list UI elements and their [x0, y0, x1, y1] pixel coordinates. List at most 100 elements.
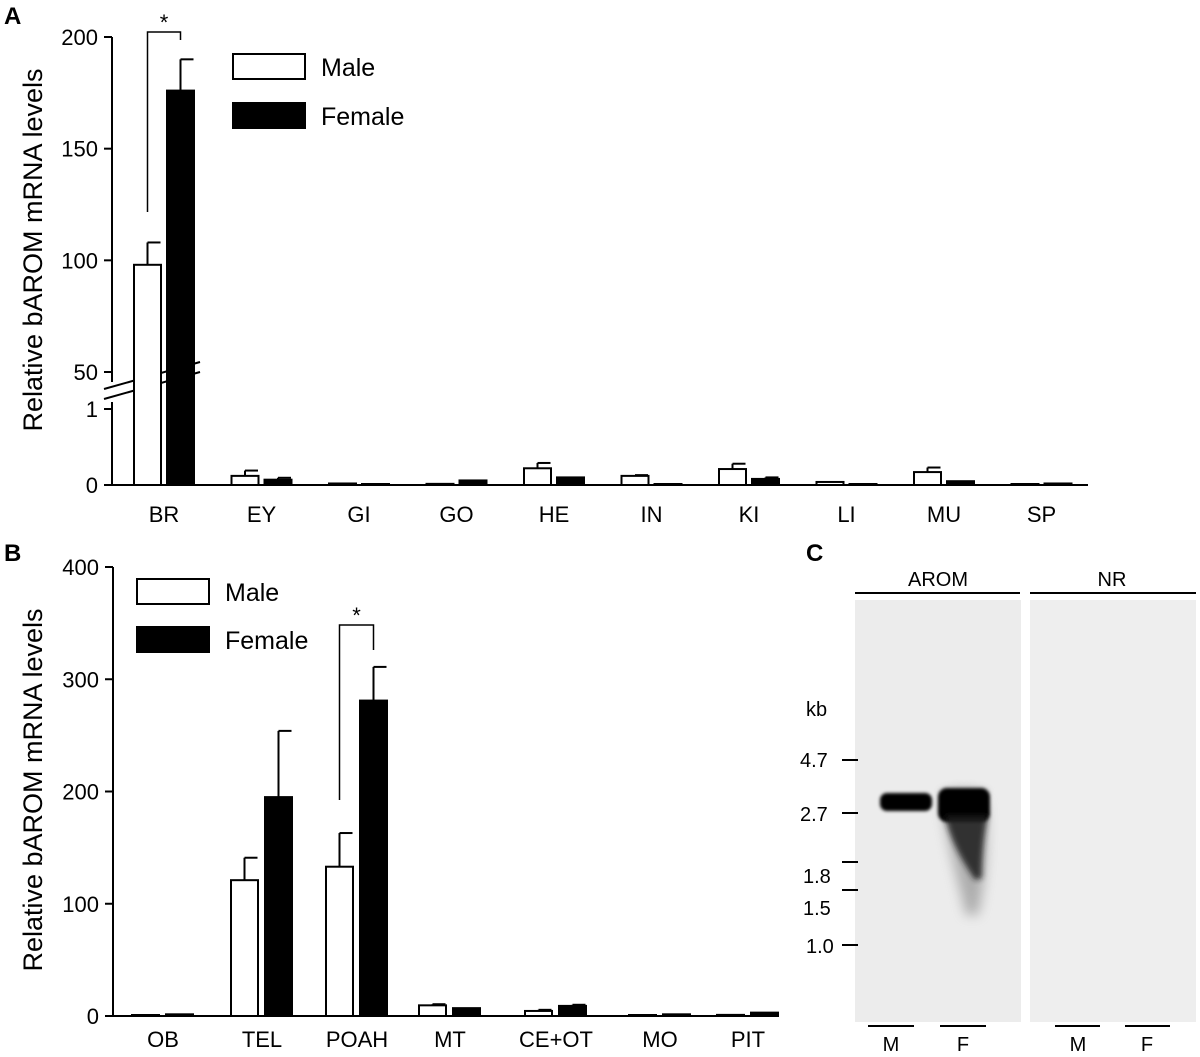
chart-b-legend: Male Female — [136, 578, 308, 655]
blot-band-lane-m — [880, 793, 932, 811]
lane-label-nr-f: F — [1141, 1034, 1153, 1056]
chart-a-y-tick-label-1: 1 — [86, 397, 98, 422]
blot-lane-labels: M F M F — [868, 1025, 1170, 1056]
chart-b-bar-pit-male — [716, 1013, 745, 1018]
chart-a-bar-ey-male — [230, 474, 260, 487]
lane-label-nr-m: M — [1070, 1034, 1087, 1056]
chart-a-bar-li-male — [815, 480, 845, 486]
chart-b-x-tick-label-mt: MT — [434, 1027, 466, 1052]
chart-a-x-tick-label-gi: GI — [347, 502, 370, 527]
chart-b-x-tick-label-ob: OB — [147, 1027, 179, 1052]
chart-b-bar-mo-female — [662, 1013, 691, 1017]
chart-a-legend-label-female: Female — [321, 103, 404, 131]
lane-label-arom-f: F — [957, 1034, 969, 1056]
chart-a-legend: Male Female — [232, 53, 404, 131]
chart-b-legend-label-female: Female — [225, 627, 308, 655]
marker-label-1-0: 1.0 — [806, 936, 834, 958]
chart-a-bar-he-female — [556, 476, 585, 486]
chart-b-x-tick-label-poah: POAH — [326, 1027, 388, 1052]
marker-label-2-7: 2.7 — [800, 804, 828, 826]
marker-label-1-8: 1.8 — [803, 866, 831, 888]
chart-a-x-tick-label-br: BR — [149, 502, 180, 527]
chart-a-y-tick-label-200: 200 — [61, 25, 98, 50]
chart-a-bar-sp-female — [1043, 482, 1073, 487]
chart-a-x-tick-label-go: GO — [439, 502, 473, 527]
marker-label-1-5: 1.5 — [803, 898, 831, 920]
chart-b-bar-ob-male — [131, 1014, 160, 1017]
blot-size-markers: kb 4.7 2.7 1.8 1.5 1.0 — [800, 699, 858, 958]
chart-a-bar-go-male — [425, 482, 455, 486]
chart-b-bar-ce-ot-female — [558, 1004, 587, 1018]
chart-a-y-tick-label-100: 100 — [61, 248, 98, 273]
chart-a-bar-in-female — [653, 483, 683, 486]
panel-label-c: C — [806, 540, 823, 567]
chart-b-y-tick-label-300: 300 — [62, 667, 99, 692]
chart-b-bar-poah-male — [325, 865, 354, 1018]
chart-a-y-tick-label-150: 150 — [61, 137, 98, 162]
chart-a-y-axis-label: Relative bAROM mRNA levels — [18, 68, 48, 431]
chart-b-significance-bracket — [338, 624, 375, 800]
lane-label-arom-m: M — [883, 1034, 900, 1056]
chart-b-bar-mo-male — [628, 1014, 657, 1017]
chart-a-bar-br-male — [133, 263, 162, 486]
blot-membrane-nr — [1030, 600, 1196, 1022]
chart-b: Relative bAROM mRNA levels 0 100 200 300 400… — [18, 555, 779, 1052]
chart-a-legend-label-male: Male — [321, 54, 375, 82]
blot-panel: AROM NR kb 4.7 2.7 1.8 1.5 1.0 — [800, 569, 1196, 1056]
chart-b-x-tick-label-ce-ot: CE+OT — [519, 1027, 593, 1052]
chart-b-bar-mt-male — [418, 1004, 447, 1017]
panel-label-b: B — [4, 540, 21, 567]
chart-b-significance-marker: * — [352, 603, 361, 628]
blot-signal — [880, 784, 990, 915]
chart-a-y-tick-label-50: 50 — [74, 360, 98, 385]
chart-b-y-tick-label-200: 200 — [62, 780, 99, 805]
panel-label-a: A — [4, 3, 21, 30]
chart-b-legend-swatch-female — [136, 626, 210, 653]
blot-header-arom: AROM — [908, 569, 968, 591]
chart-a-bar-gi-female — [361, 483, 390, 486]
chart-a-bar-ki-female — [751, 477, 780, 487]
blot-unit-label: kb — [806, 699, 827, 721]
chart-b-legend-swatch-male — [136, 578, 210, 605]
chart-a-x-tick-label-ey: EY — [247, 502, 277, 527]
chart-a-bar-br-female — [166, 89, 195, 486]
chart-a-bar-li-female — [848, 483, 878, 486]
chart-a-bar-mu-male — [913, 471, 942, 486]
chart-b-bar-poah-female — [359, 699, 388, 1017]
chart-b-bar-ce-ot-male — [524, 1009, 553, 1017]
marker-label-4-7: 4.7 — [800, 750, 828, 772]
chart-a-legend-swatch-male — [232, 53, 306, 80]
chart-a-x-tick-label-mu: MU — [927, 502, 961, 527]
chart-a-x-tick-label-in: IN — [641, 502, 663, 527]
blot-band-lane-f — [938, 788, 990, 822]
chart-b-y-tick-label-400: 400 — [62, 555, 99, 580]
chart-b-bar-tel-male — [230, 879, 259, 1017]
chart-a-bar-go-female — [458, 479, 488, 487]
blot-header-nr: NR — [1098, 569, 1127, 591]
chart-b-x-tick-label-pit: PIT — [731, 1027, 765, 1052]
chart-a-bar-he-male — [523, 467, 552, 486]
chart-a-x-tick-label-ki: KI — [739, 502, 760, 527]
chart-b-x-tick-label-mo: MO — [642, 1027, 677, 1052]
chart-a-bar-ey-female — [263, 478, 293, 486]
blot-smear-core-lane-f — [945, 815, 988, 880]
chart-a-bar-in-male — [620, 474, 650, 487]
chart-a-x-tick-label-he: HE — [539, 502, 570, 527]
chart-b-bar-pit-female — [750, 1011, 779, 1018]
chart-b-bar-tel-female — [264, 796, 293, 1017]
chart-a-bar-mu-female — [946, 480, 975, 487]
chart-a-significance-bracket — [146, 31, 182, 212]
chart-b-y-tick-label-0: 0 — [87, 1004, 99, 1029]
chart-a-x-tick-label-sp: SP — [1027, 502, 1056, 527]
chart-a-y-tick-label-0: 0 — [86, 473, 98, 498]
chart-a-bar-ki-male — [718, 468, 747, 487]
chart-a-significance-marker: * — [160, 10, 169, 35]
chart-a-bar-gi-male — [328, 482, 357, 487]
chart-b-x-tick-label-tel: TEL — [242, 1027, 282, 1052]
chart-a: Relative bAROM mRNA levels 0150100150200… — [18, 10, 1088, 527]
chart-a-x-tick-label-li: LI — [837, 502, 855, 527]
chart-b-bar-mt-female — [452, 1007, 481, 1018]
chart-b-y-axis-label: Relative bAROM mRNA levels — [18, 608, 48, 971]
chart-a-bar-sp-male — [1010, 483, 1040, 486]
